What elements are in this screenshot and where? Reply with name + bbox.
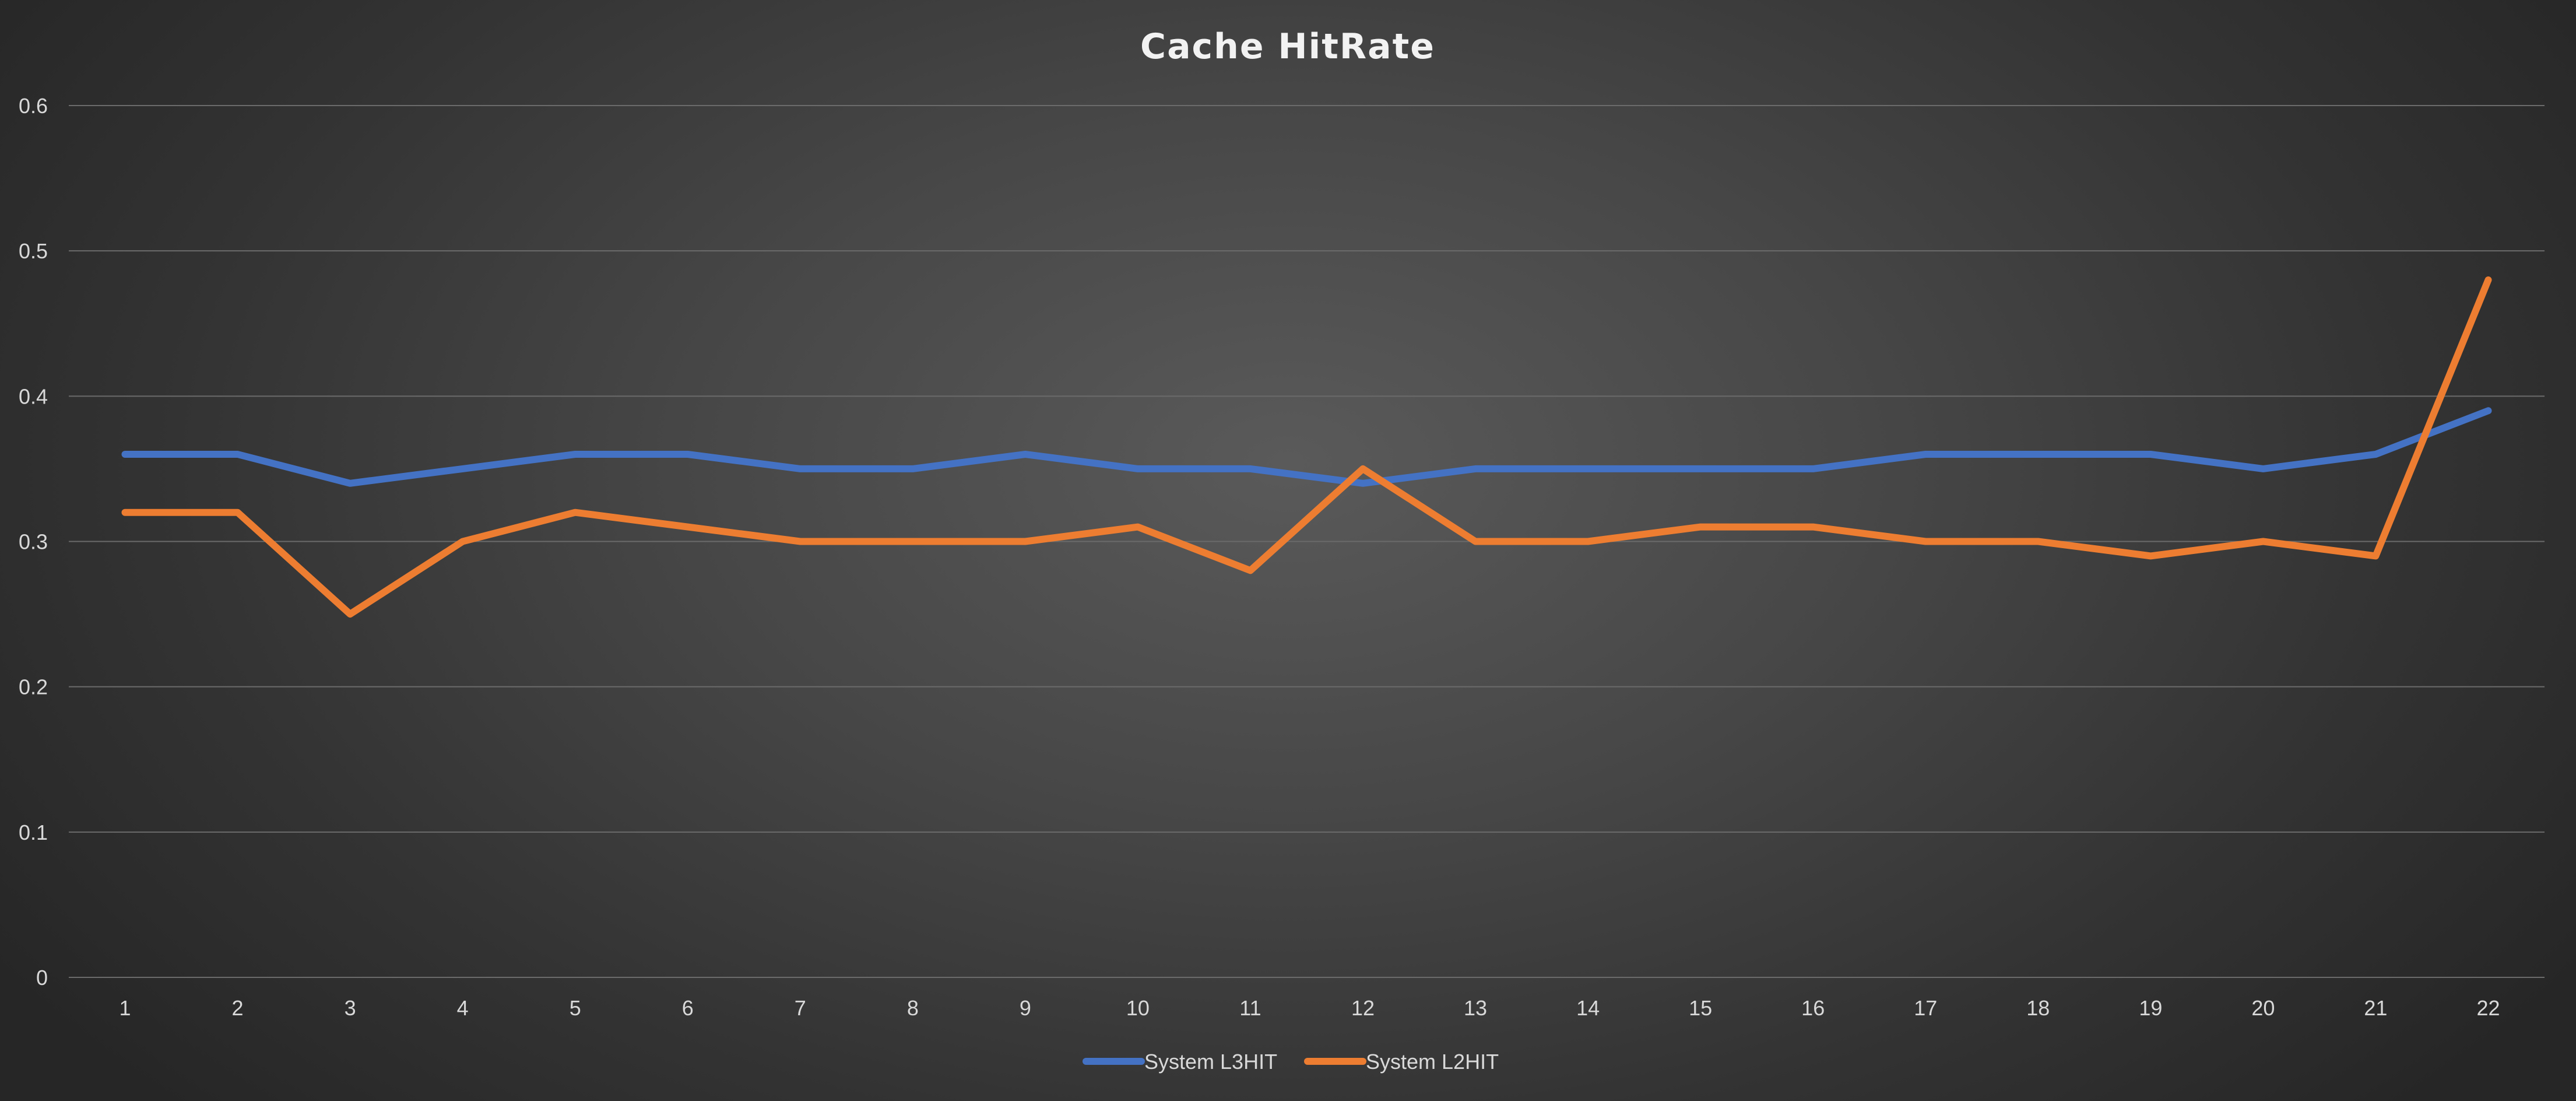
x-tick-label: 15 <box>1689 996 1712 1020</box>
y-tick-label: 0.3 <box>19 530 48 554</box>
x-tick-label: 22 <box>2476 996 2500 1020</box>
x-tick-label: 6 <box>682 996 694 1020</box>
x-tick-label: 12 <box>1351 996 1375 1020</box>
y-axis-tick-labels: 0 0.1 0.2 0.3 0.4 0.5 0.6 <box>19 94 48 990</box>
gridlines <box>69 105 2545 978</box>
x-tick-label: 5 <box>570 996 581 1020</box>
y-tick-label: 0 <box>36 966 48 990</box>
y-tick-label: 0.6 <box>19 94 48 118</box>
series-line-l2hit <box>121 276 2492 618</box>
x-tick-label: 2 <box>232 996 244 1020</box>
x-tick-label: 17 <box>1914 996 1937 1020</box>
y-tick-label: 0.1 <box>19 821 48 844</box>
x-tick-label: 16 <box>1801 996 1825 1020</box>
x-tick-label: 7 <box>795 996 806 1020</box>
y-tick-label: 0.4 <box>19 384 48 408</box>
chart-title: Cache HitRate <box>1140 26 1435 67</box>
y-tick-label: 0.5 <box>19 239 48 263</box>
x-tick-label: 18 <box>2026 996 2050 1020</box>
x-tick-label: 1 <box>120 996 131 1020</box>
x-axis-tick-labels: 1 2 3 4 5 6 7 8 9 10 11 12 13 14 15 16 17 18 19 20 21 22 <box>120 996 2500 1020</box>
x-tick-label: 4 <box>457 996 469 1020</box>
x-tick-label: 9 <box>1020 996 1031 1020</box>
x-tick-label: 3 <box>345 996 356 1020</box>
legend-item-l2hit[interactable]: System L2HIT <box>1304 1050 1499 1074</box>
y-tick-label: 0.2 <box>19 675 48 699</box>
x-tick-label: 8 <box>907 996 919 1020</box>
x-tick-label: 10 <box>1126 996 1150 1020</box>
x-tick-label: 20 <box>2251 996 2275 1020</box>
legend[interactable]: System L3HIT System L2HIT <box>1083 1050 1499 1074</box>
legend-label: System L3HIT <box>1144 1050 1277 1074</box>
series-line-l3hit <box>121 407 2492 487</box>
x-tick-label: 21 <box>2364 996 2387 1020</box>
legend-label: System L2HIT <box>1366 1050 1499 1074</box>
x-tick-label: 14 <box>1576 996 1600 1020</box>
x-tick-label: 13 <box>1464 996 1487 1020</box>
x-tick-label: 19 <box>2139 996 2162 1020</box>
legend-item-l3hit[interactable]: System L3HIT <box>1083 1050 1277 1074</box>
series-lines <box>121 276 2492 618</box>
x-tick-label: 11 <box>1239 996 1261 1020</box>
